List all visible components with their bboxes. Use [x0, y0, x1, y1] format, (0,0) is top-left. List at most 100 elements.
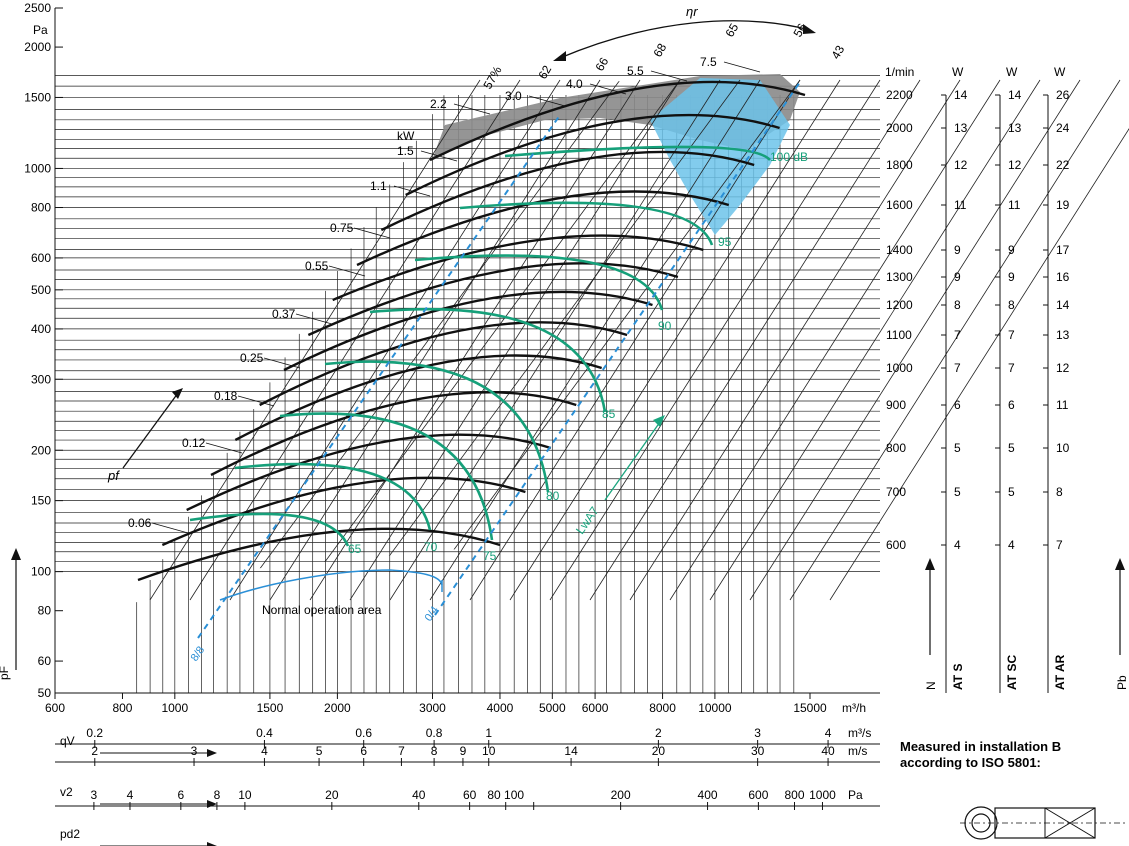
qv-scale-tick-label: 0.4 [256, 726, 273, 740]
x-tick-label: 2000 [324, 701, 351, 715]
installation-diagonal [349, 79, 681, 601]
pd2-scale-tick-label: 80 100 [487, 788, 524, 802]
v2-scale-tick-label: 8 [431, 744, 438, 758]
sound-level-label: 80 [546, 489, 560, 503]
power-scale-name: AT AR [1053, 654, 1067, 690]
sound-level-label: 95 [718, 235, 732, 249]
sound-level-curve [279, 412, 494, 541]
speed-scale-value: 600 [886, 538, 906, 552]
fan-speed-curve [332, 234, 704, 302]
y-tick-label: 800 [31, 201, 51, 215]
installation-diagonal [629, 79, 961, 601]
v2-scale-tick-label: 5 [316, 744, 323, 758]
x-tick-label: 15000 [793, 701, 827, 715]
power-scale-value: 10 [1056, 441, 1070, 455]
sound-level-label: 85 [602, 407, 616, 421]
speed-scale-value: 700 [886, 485, 906, 499]
y-axis-arrow-head [11, 548, 21, 560]
motor-power-leader [650, 70, 688, 82]
lwa-arrow [604, 421, 661, 501]
x-tick-label: 6000 [582, 701, 609, 715]
motor-power-label: 0.06 [128, 516, 152, 530]
pf-arrow-head [172, 388, 183, 399]
motor-power-leader [151, 522, 189, 534]
fan-speed-curves [137, 80, 806, 582]
installation-diagonal [269, 79, 601, 601]
speed-scale-value: 900 [886, 398, 906, 412]
pd2-scale-tick-label: 600 [748, 788, 768, 802]
installation-diagonal [549, 79, 881, 601]
y-tick-label: 2500 [24, 1, 51, 15]
motor-power-leader [353, 227, 391, 239]
secondary-scales: 0.2 0.4 0.6 0.8 1 2 3 4 m³/s qV 2 3 4 5 6 7 8 9 10 14 20 30 40… [55, 726, 880, 846]
eta-arrow [559, 20, 811, 59]
speed-scale-value: 1100 [886, 328, 912, 342]
sound-level-label: 100 dB [770, 150, 808, 164]
power-scale-value: 6 [954, 398, 961, 412]
motor-power-label: 0.25 [240, 351, 264, 365]
y-tick-label: 400 [31, 322, 51, 336]
power-scale-value: 5 [1008, 441, 1015, 455]
motor-power-label: 4.0 [566, 77, 583, 91]
motor-power-label: 0.55 [305, 259, 329, 273]
fan-speed-curve [259, 321, 628, 407]
v2-scale-tick-label: 30 [751, 744, 765, 758]
qv-scale-tick-label: 0.6 [355, 726, 372, 740]
installation-diagonal [229, 79, 561, 601]
y-tick-label: 600 [31, 251, 51, 265]
normal-operation-boundaries [197, 81, 801, 639]
motor-power-label: 5.5 [627, 64, 644, 78]
speed-scale-value: 1400 [886, 243, 913, 257]
power-scale-value: 9 [1008, 270, 1015, 284]
fan-speed-curve [283, 290, 653, 372]
eta-symbol: ηr [686, 4, 698, 19]
speed-scale-header: 1/min [885, 65, 914, 79]
motor-power-label: 0.12 [182, 436, 206, 450]
pd2-scale-tick-label: 6 [177, 788, 184, 802]
x-tick-label: 5000 [539, 701, 566, 715]
pd2-scale-tick-label: 20 [325, 788, 339, 802]
fan-speed-curve [137, 527, 501, 582]
v2-scale-tick-label: 14 [564, 744, 578, 758]
power-scale-value: 7 [1008, 361, 1015, 375]
fan-speed-curve [307, 262, 679, 337]
v2-scale-tick-label: 20 [652, 744, 666, 758]
installation-diagonal [149, 79, 481, 601]
power-scale-value: 9 [1008, 243, 1015, 257]
speed-scale-value: 1300 [886, 270, 913, 284]
v2-scale-tick-label: 9 [460, 744, 467, 758]
sound-level-curve [234, 462, 432, 531]
motor-power-labels: 0.06 0.12 0.18 0.25 0.37 0.55 0.75 1.1 1.5 2.2 3.0… [128, 55, 761, 534]
x-tick-label: 8000 [649, 701, 676, 715]
qv-scale-unit-label: m³/s [848, 726, 871, 740]
power-scale-value: 8 [954, 298, 961, 312]
power-scale-value: 12 [954, 158, 968, 172]
power-scale-value: 26 [1056, 88, 1070, 102]
motor-power-leader [393, 185, 431, 197]
installation-diagonal [749, 79, 1081, 601]
fan-speed-curve [210, 391, 577, 477]
v2-scale-label: v2 [60, 785, 73, 799]
fan-speed-curve [380, 150, 755, 232]
motor-power-label: 1.5 [397, 144, 414, 158]
x-tick-label: 4000 [487, 701, 514, 715]
power-scale-value: 12 [1008, 158, 1022, 172]
y-tick-label: 50 [38, 686, 52, 700]
motor-power-label: 0.37 [272, 307, 296, 321]
tilt-label-right: 0/4 [423, 604, 442, 623]
pd2-scale-tick-label: 1000 [809, 788, 836, 802]
power-scale-value: 17 [1056, 243, 1070, 257]
v2-scale-tick-label: 10 [482, 744, 496, 758]
power-scale-value: 13 [1056, 328, 1070, 342]
pd2-scale-tick-label: 10 [238, 788, 252, 802]
sound-level-curve [414, 254, 664, 311]
motor-power-label: 3.0 [505, 89, 522, 103]
n-arrow-head [925, 558, 935, 570]
fan-speed-curve [356, 190, 730, 267]
y-tick-label: 60 [38, 654, 52, 668]
power-scale-value: 13 [954, 121, 968, 135]
speed-scale-value: 1600 [886, 198, 913, 212]
y-tick-label: 80 [38, 604, 52, 618]
